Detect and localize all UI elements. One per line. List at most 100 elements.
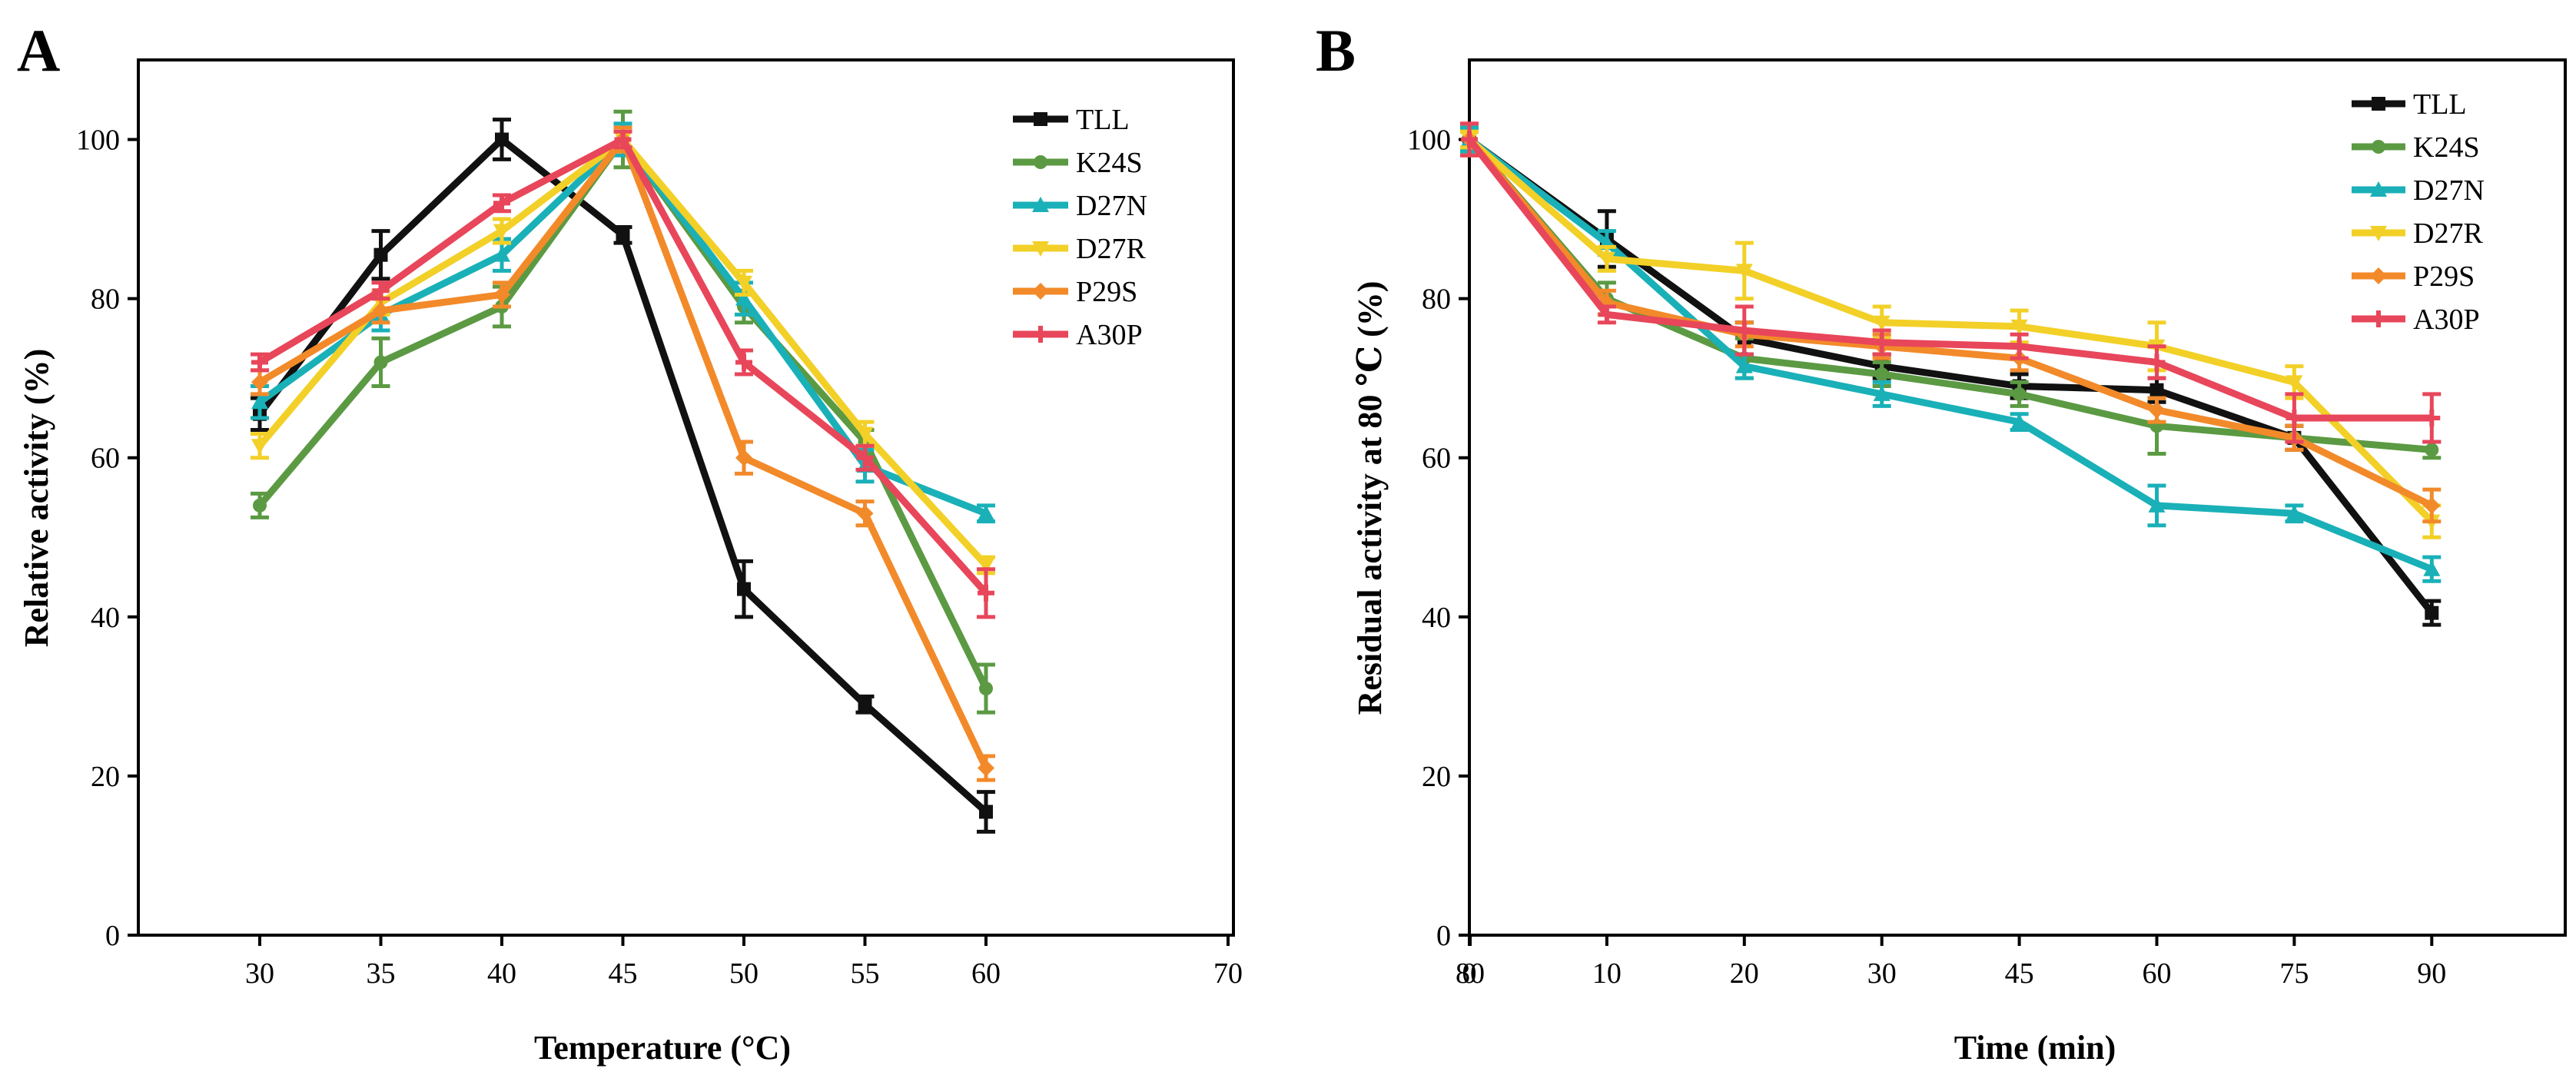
- x-tick-label: 90: [2417, 957, 2446, 990]
- x-tick-label: 50: [729, 957, 759, 990]
- x-tick-label: 60: [2143, 957, 2172, 990]
- y-axis-title: Relative activity (%): [18, 349, 55, 648]
- legend-marker: [1032, 283, 1049, 300]
- legend-item-p29s: P29S: [2352, 260, 2475, 293]
- legend-item-a30p: A30P: [1013, 319, 1143, 351]
- data-point: [614, 131, 632, 148]
- x-axis-title: Time (min): [1954, 1029, 2116, 1067]
- series-line-k24s: [256, 136, 990, 692]
- data-point: [2149, 383, 2164, 397]
- data-point: [735, 290, 752, 306]
- legend-label: A30P: [1076, 319, 1143, 351]
- legend-item-d27r: D27R: [2352, 217, 2483, 250]
- data-point: [1598, 251, 1615, 267]
- data-point: [253, 498, 267, 513]
- data-point: [616, 227, 630, 242]
- series-line-d27n: [256, 136, 990, 517]
- data-point: [373, 247, 388, 262]
- x-axis-title: Temperature (°C): [534, 1029, 791, 1067]
- data-point: [1874, 367, 1889, 382]
- legend-marker: [2370, 226, 2387, 241]
- legend: TLL K24S D27N D27R P29S A30P: [2352, 88, 2485, 336]
- legend-item-k24s: K24S: [1013, 147, 1143, 179]
- data-point: [493, 246, 510, 262]
- data-point: [978, 759, 994, 777]
- data-point: [251, 439, 268, 455]
- data-point: [2010, 413, 2028, 430]
- data-point: [1735, 264, 1753, 280]
- data-point: [495, 132, 509, 147]
- legend-label: TLL: [2413, 88, 2467, 121]
- data-point: [1735, 357, 1753, 373]
- legend-item-d27n: D27N: [1013, 190, 1147, 222]
- y-tick-label: 80: [91, 284, 120, 316]
- series-k24s: [251, 109, 995, 715]
- data-point: [1873, 385, 1891, 401]
- data-point: [735, 353, 752, 371]
- legend-label: D27R: [1076, 233, 1146, 265]
- panel-b: B 0 20 40 60 80 100 0 10 20 30 45 60 75 90 Time (min) Re…: [1316, 17, 2567, 1067]
- x-tick-label: 60: [971, 957, 1001, 990]
- legend-label: P29S: [1076, 276, 1137, 308]
- y-tick-label: 100: [76, 124, 120, 157]
- data-point: [1873, 315, 1891, 331]
- legend-label: K24S: [2413, 131, 2480, 164]
- data-point: [251, 353, 268, 371]
- data-point: [978, 584, 994, 602]
- x-tick-label: 45: [2005, 957, 2034, 990]
- x-tick-label: 40: [487, 957, 516, 990]
- data-point: [2286, 409, 2303, 426]
- legend-item-d27n: D27N: [2352, 174, 2485, 207]
- x-tick-label: 30: [1867, 957, 1897, 990]
- x-tick-label: 20: [1730, 957, 1759, 990]
- data-point: [858, 697, 872, 712]
- legend: TLL K24S D27N D27R P29S A30P: [1013, 104, 1147, 351]
- y-tick-label: 0: [105, 920, 120, 952]
- data-point: [1461, 131, 1478, 148]
- series-d27r: [251, 125, 995, 576]
- x-tick-label: 35: [367, 957, 396, 990]
- data-point: [2010, 337, 2028, 355]
- data-point: [2286, 505, 2303, 521]
- plot-frame: [137, 58, 1235, 937]
- data-point: [493, 224, 510, 240]
- legend-marker: [2370, 267, 2387, 284]
- data-point: [2425, 443, 2439, 457]
- series-line-k24s: [1466, 136, 2435, 453]
- legend-label: K24S: [1076, 147, 1143, 179]
- data-point: [2010, 319, 2028, 335]
- series-line-a30p: [256, 136, 990, 597]
- data-point: [251, 393, 268, 410]
- data-point: [735, 275, 752, 291]
- panel-letter: B: [1316, 17, 1356, 84]
- y-tick-label: 60: [91, 443, 120, 475]
- data-point: [372, 302, 390, 320]
- panel-a: A 0 20 40 60 80 100 30 35 40 45 50 55 60 70 80 Temperatu…: [17, 17, 1485, 1067]
- data-point: [2012, 387, 2027, 401]
- data-point: [1598, 306, 1615, 323]
- legend-item-tll: TLL: [2352, 88, 2467, 121]
- data-point: [979, 805, 993, 819]
- y-tick-label: 40: [91, 602, 120, 634]
- series-tll: [251, 118, 995, 834]
- legend-marker: [1034, 112, 1047, 126]
- y-tick-label: 40: [1422, 602, 1451, 634]
- data-point: [1735, 322, 1753, 340]
- legend-item-k24s: K24S: [2352, 131, 2480, 164]
- y-tick-label: 60: [1422, 443, 1451, 475]
- panel-letter: A: [17, 17, 60, 84]
- x-tick-label: 0: [1462, 957, 1477, 990]
- legend-item-p29s: P29S: [1013, 276, 1137, 308]
- data-point: [979, 682, 993, 696]
- legend-marker: [1032, 241, 1049, 257]
- data-point: [373, 355, 388, 370]
- legend-item-tll: TLL: [1013, 104, 1130, 136]
- x-tick-label: 30: [245, 957, 274, 990]
- legend-item-d27r: D27R: [1013, 233, 1146, 265]
- y-tick-label: 20: [91, 761, 120, 793]
- legend-label: D27N: [2413, 174, 2485, 207]
- data-point: [372, 282, 390, 300]
- series-line-d27r: [1466, 136, 2435, 526]
- legend-marker: [2372, 97, 2385, 111]
- legend-label: D27N: [1076, 190, 1147, 222]
